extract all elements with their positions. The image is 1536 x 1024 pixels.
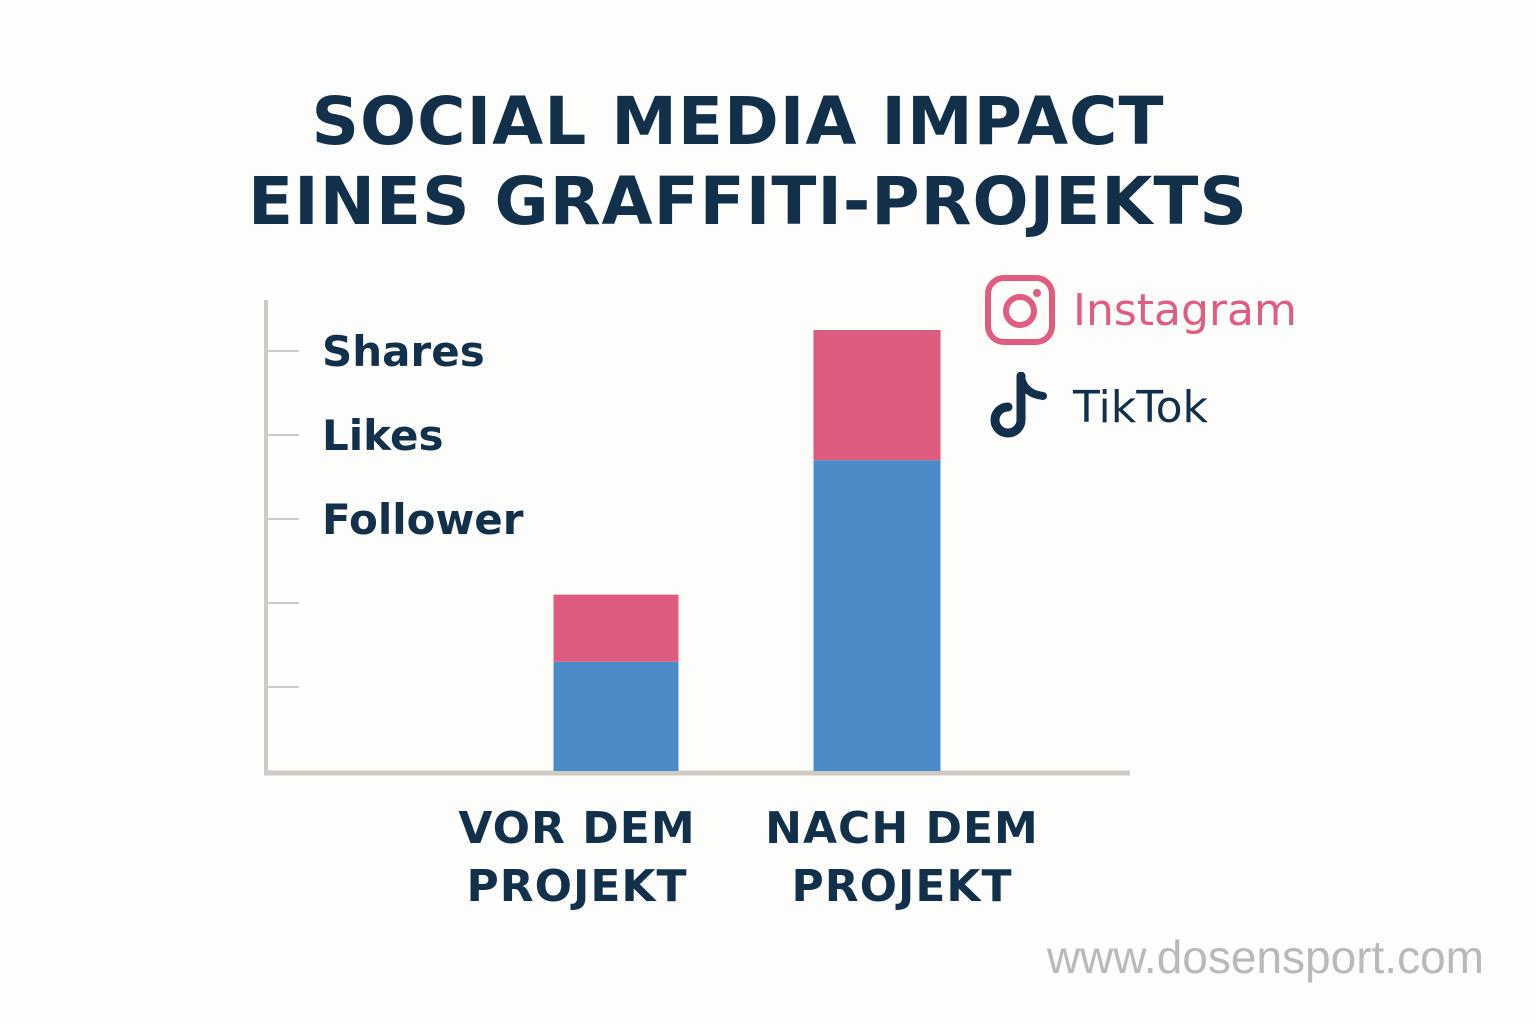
y-tick-label-follower: Follower xyxy=(322,495,524,544)
bar-tiktok-after xyxy=(813,460,941,771)
legend-label-tiktok: TikTok xyxy=(1073,381,1209,433)
chart-title: SOCIAL MEDIA IMPACT EINES GRAFFITI-PROJE… xyxy=(0,82,1536,242)
bar-instagram-before xyxy=(553,594,679,662)
chart-title-line1: SOCIAL MEDIA IMPACT xyxy=(311,83,1165,160)
x-tick-label-after: NACH DEM PROJEKT xyxy=(765,803,1039,912)
bar-instagram-after xyxy=(813,330,941,461)
y-tick-label-shares: Shares xyxy=(322,327,485,376)
legend-label-instagram: Instagram xyxy=(1073,284,1297,336)
x-tick-label-before: VOR DEM PROJEKT xyxy=(458,803,696,912)
y-tick-label-likes: Likes xyxy=(322,411,443,460)
legend-item-tiktok: TikTok xyxy=(985,372,1208,442)
footer-url: www.dosensport.com xyxy=(1046,931,1484,983)
chart-title-line2: EINES GRAFFITI-PROJEKTS xyxy=(248,163,1248,240)
bar-tiktok-before xyxy=(553,661,679,771)
legend-item-instagram: Instagram xyxy=(985,275,1297,345)
instagram-icon xyxy=(985,275,1055,345)
tiktok-icon xyxy=(990,372,1047,438)
